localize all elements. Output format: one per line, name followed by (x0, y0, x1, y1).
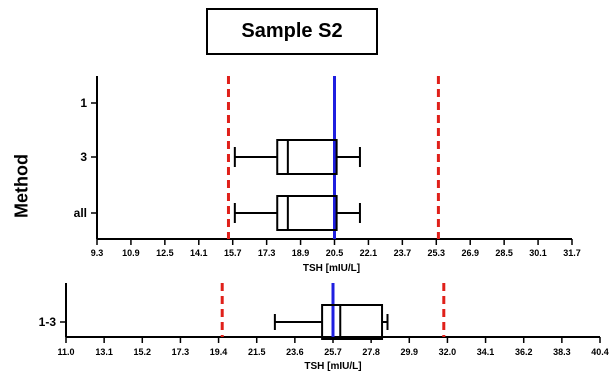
x-tick-label: 38.3 (553, 347, 571, 357)
x-axis-title: TSH [mIU/L] (304, 361, 361, 372)
x-tick-label: 15.7 (224, 248, 242, 258)
x-tick-label: 15.2 (134, 347, 152, 357)
x-tick-label: 40.4 (591, 347, 609, 357)
x-tick-label: 26.9 (461, 248, 479, 258)
x-tick-label: 31.7 (563, 248, 581, 258)
x-tick-label: 19.4 (210, 347, 228, 357)
x-tick-label: 17.3 (258, 248, 276, 258)
x-tick-label: 10.9 (122, 248, 140, 258)
y-tick-label: 1 (80, 96, 87, 110)
y-tick-label: 3 (80, 150, 87, 164)
y-tick-label: 1-3 (39, 315, 57, 329)
x-tick-label: 18.9 (292, 248, 310, 258)
x-tick-label: 9.3 (91, 248, 104, 258)
x-tick-label: 30.1 (529, 248, 547, 258)
x-tick-label: 14.1 (190, 248, 208, 258)
x-tick-label: 13.1 (95, 347, 113, 357)
x-tick-label: 17.3 (172, 347, 190, 357)
y-tick-label: all (74, 206, 87, 220)
chart-title-box: Sample S2 (206, 8, 378, 55)
x-tick-label: 29.9 (401, 347, 419, 357)
x-tick-label: 23.7 (394, 248, 412, 258)
x-tick-label: 32.0 (439, 347, 457, 357)
x-tick-label: 25.7 (324, 347, 342, 357)
iqr-box (321, 304, 384, 340)
x-tick-label: 23.6 (286, 347, 304, 357)
chart-title: Sample S2 (241, 20, 343, 42)
x-tick-label: 21.5 (248, 347, 266, 357)
x-tick-label: 12.5 (156, 248, 174, 258)
x-tick-label: 28.5 (495, 248, 513, 258)
x-tick-label: 36.2 (515, 347, 533, 357)
x-tick-label: 25.3 (428, 248, 446, 258)
x-tick-label: 22.1 (360, 248, 378, 258)
iqr-box (276, 139, 338, 175)
x-axis-title: TSH [mIU/L] (303, 263, 360, 274)
x-tick-label: 20.5 (326, 248, 344, 258)
x-tick-label: 11.0 (57, 347, 74, 357)
x-tick-label: 27.8 (362, 347, 380, 357)
iqr-box (276, 195, 338, 231)
x-tick-label: 34.1 (477, 347, 495, 357)
